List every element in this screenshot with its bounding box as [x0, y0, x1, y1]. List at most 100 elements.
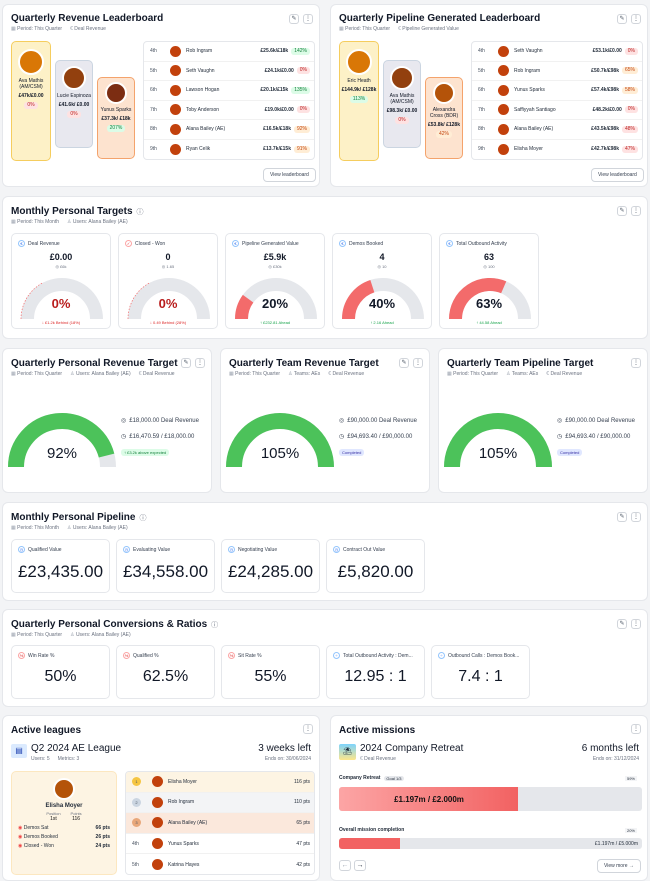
- league-row[interactable]: 5th Katrina Hayes 42 pts: [126, 854, 314, 874]
- target-tile[interactable]: € Demos Booked 4 ◎ 10 40% ↑ 2.16 Ahead: [332, 233, 432, 329]
- league-row[interactable]: 3 Alana Bailey (AE) 65 pts: [126, 813, 314, 834]
- avatar: [170, 65, 181, 77]
- edit-icon[interactable]: ✎: [617, 14, 627, 24]
- ratio-tile[interactable]: % Win Rate % 50%: [11, 645, 110, 699]
- row-position: 4th: [478, 48, 485, 55]
- metric-label: Deal Revenue: [142, 371, 175, 377]
- calendar-icon: ▦: [11, 371, 16, 377]
- more-icon[interactable]: ⋮: [631, 358, 641, 368]
- more-icon[interactable]: ⋮: [303, 14, 313, 24]
- pipeline-tile[interactable]: ◷ Evaluating Value £34,558.00: [116, 539, 215, 593]
- clock-icon: ◷: [121, 434, 127, 440]
- more-icon[interactable]: ⋮: [631, 206, 641, 216]
- status-badge: Completed: [557, 449, 583, 456]
- stat-label: Closed - Won: [23, 843, 54, 849]
- league-row[interactable]: 2 Rob Ingram 110 pts: [126, 792, 314, 814]
- row-value: £20.1k/£15k: [260, 87, 289, 94]
- teams-label: Teams: AEs: [511, 371, 539, 377]
- leaderboard-row[interactable]: 9th Ryan Celik £13.7k/£15k 91%: [144, 140, 314, 160]
- more-icon[interactable]: ⋮: [631, 619, 641, 629]
- row-position: 6th: [150, 87, 157, 94]
- league-row[interactable]: 4th Yunus Sparks 47 pts: [126, 834, 314, 855]
- ratio-tile[interactable]: ÷ Total Outbound Activity : Dem... 12.95 :…: [326, 645, 425, 699]
- edit-icon[interactable]: ✎: [399, 358, 409, 368]
- row-name: Rob Ingram: [168, 799, 195, 806]
- podium-second[interactable]: Lucie Espinoza £41.6k/ £0.00 0%: [55, 60, 93, 148]
- target-tile[interactable]: € Pipeline Generated Value £5.9k ◎ £30k 2…: [225, 233, 325, 329]
- view-leaderboard-button[interactable]: View leaderboard: [591, 168, 644, 182]
- calendar-icon: ▦: [339, 26, 344, 32]
- pipeline-leaderboard-card: Quarterly Pipeline Generated Leaderboard…: [330, 4, 648, 187]
- avatar: [53, 778, 75, 800]
- ratio-tile[interactable]: % Sit Rate % 55%: [221, 645, 320, 699]
- view-leaderboard-button[interactable]: View leaderboard: [263, 168, 316, 182]
- target-tile[interactable]: ✓ Closed - Won 0 ◎ 1.65 0% ↓ 0.49 Behind …: [118, 233, 218, 329]
- edit-icon[interactable]: ✎: [617, 512, 627, 522]
- edit-icon[interactable]: ✎: [617, 206, 627, 216]
- podium-second[interactable]: Ava Mathis (AM/CSM) £98.3k/ £0.00 0%: [383, 60, 421, 148]
- info-icon[interactable]: ⓘ: [211, 622, 219, 629]
- ratio-tile[interactable]: % Qualified % 62.5%: [116, 645, 215, 699]
- pipeline-tile[interactable]: ◷ Negotiating Value £24,285.00: [221, 539, 320, 593]
- more-icon[interactable]: ⋮: [413, 358, 423, 368]
- metric-icon: ✓: [125, 240, 132, 247]
- leaderboard-row[interactable]: 4th Seth Vaughn £53.1k/£0.00 0%: [472, 42, 642, 62]
- row-value: £43.5k/£98k: [591, 126, 619, 133]
- leaderboard-row[interactable]: 4th Rob Ingram £25.6k/£18k 142%: [144, 42, 314, 62]
- tile-value: 62.5%: [142, 668, 189, 685]
- ratio-tile[interactable]: ÷ Outbound Calls : Demos Book... 7.4 : 1: [431, 645, 530, 699]
- goal-percent: 59%: [624, 776, 637, 781]
- view-more-label: View more: [604, 863, 628, 869]
- avatar: [152, 796, 163, 808]
- tile-value: 12.95 : 1: [344, 668, 407, 685]
- avatar: [346, 49, 372, 75]
- pipeline-tile[interactable]: ◷ Qualified Value £23,435.00: [11, 539, 110, 593]
- leaderboard-row[interactable]: 7th Toby Anderson £19.0k/£0.00 0%: [144, 101, 314, 120]
- card-title-text: Quarterly Personal Conversions & Ratios: [11, 619, 208, 630]
- leaderboard-row[interactable]: 6th Yunus Sparks £57.4k/£98k 58%: [472, 81, 642, 101]
- leaderboard-row[interactable]: 8th Alana Bailey (AE) £43.5k/£98k 48%: [472, 120, 642, 140]
- more-icon[interactable]: ⋮: [631, 724, 641, 734]
- info-icon[interactable]: ⓘ: [136, 209, 144, 216]
- podium-first[interactable]: Ava Mathis (AM/CSM) £47k/£0.00 0%: [11, 41, 51, 161]
- target-line: ◎ £90,000.00 Deal Revenue: [557, 417, 635, 425]
- more-icon[interactable]: ⋮: [631, 14, 641, 24]
- podium-name: Yunus Sparks: [100, 107, 132, 113]
- leaderboard-row[interactable]: 5th Seth Vaughn £24.1k/£0.00 0%: [144, 62, 314, 81]
- gauge-percent: 20%: [261, 296, 289, 311]
- prev-arrow-button[interactable]: ←: [339, 860, 351, 871]
- target-tile[interactable]: € Total Outbound Activity 63 ◎ 100 63% ↑ …: [439, 233, 539, 329]
- leaderboard-row[interactable]: 6th Lawson Hogan £20.1k/£15k 135%: [144, 81, 314, 101]
- pipeline-icon: ◷: [333, 546, 340, 553]
- avatar: [152, 776, 163, 788]
- target-gauge: [235, 278, 317, 320]
- leaderboard-row[interactable]: 5th Rob Ingram £50.7k/£98k 65%: [472, 62, 642, 81]
- pipeline-tile[interactable]: ◷ Contract Out Value £5,820.00: [326, 539, 425, 593]
- view-more-button[interactable]: View more →: [597, 859, 641, 873]
- leaderboard-row[interactable]: 8th Alana Bailey (AE) £16.5k/£18k 92%: [144, 120, 314, 140]
- leaderboard-row[interactable]: 7th Saffiyyah Santiago £48.2k/£0.00 0%: [472, 101, 642, 120]
- next-arrow-button[interactable]: →: [354, 860, 366, 871]
- league-row[interactable]: 1 Elisha Moyer 116 pts: [126, 772, 314, 793]
- position-label: Position: [46, 811, 61, 816]
- mission-name: 2024 Company Retreat: [360, 743, 464, 754]
- metric-icon: €: [18, 240, 25, 247]
- target-tile[interactable]: € Deal Revenue £0.00 ◎ £6k 0% ↓ £1.2k Beh…: [11, 233, 111, 329]
- podium-third[interactable]: Alexandra Cross (BDR) £53.8k/ £128k 42%: [425, 77, 463, 159]
- mission-image-icon: ⛱: [339, 744, 356, 760]
- row-badge: 142%: [291, 47, 310, 55]
- card-title-text: Monthly Personal Targets: [11, 206, 133, 217]
- podium-first[interactable]: Eric Heath £144.9k/ £128k 113%: [339, 41, 379, 161]
- more-icon[interactable]: ⋮: [631, 512, 641, 522]
- leaderboard-row[interactable]: 9th Elisha Moyer £42.7k/£98k 47%: [472, 140, 642, 160]
- edit-icon[interactable]: ✎: [617, 619, 627, 629]
- more-icon[interactable]: ⋮: [195, 358, 205, 368]
- edit-icon[interactable]: ✎: [289, 14, 299, 24]
- goal-progress-fill: [339, 787, 518, 811]
- info-icon[interactable]: ⓘ: [139, 515, 147, 522]
- tile-status: ↑ £232.81 Ahead: [259, 320, 291, 325]
- edit-icon[interactable]: ✎: [181, 358, 191, 368]
- podium-third[interactable]: Yunus Sparks £37.3k/ £18k 207%: [97, 77, 135, 159]
- more-icon[interactable]: ⋮: [303, 724, 313, 734]
- avatar: [433, 82, 455, 104]
